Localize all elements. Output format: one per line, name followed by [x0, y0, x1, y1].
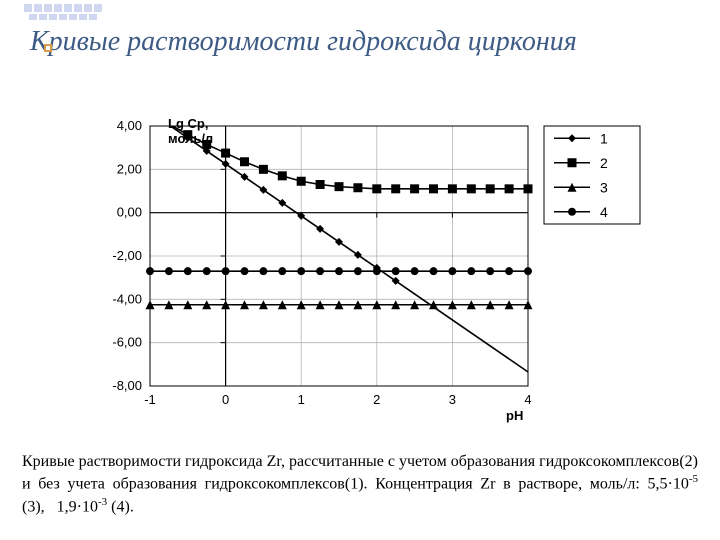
svg-text:pH: pH — [506, 408, 523, 423]
chart-svg: -1 0 1 2 3 4 -8,00 -6,00 -4,00 -2,00 0,00 2,00 4,00 p… — [88, 112, 644, 432]
svg-text:-4,00: -4,00 — [112, 291, 142, 306]
svg-text:2,00: 2,00 — [117, 161, 142, 176]
svg-text:0,00: 0,00 — [117, 205, 142, 220]
svg-text:-8,00: -8,00 — [112, 378, 142, 393]
svg-text:3: 3 — [449, 392, 456, 407]
svg-text:2: 2 — [600, 155, 608, 171]
svg-text:4: 4 — [600, 204, 608, 220]
svg-text:2: 2 — [373, 392, 380, 407]
svg-text:0: 0 — [222, 392, 229, 407]
svg-text:4: 4 — [524, 392, 531, 407]
solubility-chart: -1 0 1 2 3 4 -8,00 -6,00 -4,00 -2,00 0,00 2,00 4,00 p… — [88, 112, 644, 432]
svg-text:3: 3 — [600, 179, 608, 195]
svg-text:4,00: 4,00 — [117, 118, 142, 133]
top-decor-squares — [0, 0, 720, 20]
svg-text:1: 1 — [600, 130, 608, 146]
svg-text:-2,00: -2,00 — [112, 248, 142, 263]
svg-text:1: 1 — [298, 392, 305, 407]
title-text: Кривые растворимости гидроксида циркония — [30, 26, 577, 57]
caption-text: Кривые растворимости гидроксида Zr, расс… — [22, 451, 698, 518]
bullet-icon — [44, 44, 52, 52]
svg-text:-6,00: -6,00 — [112, 335, 142, 350]
slide-title: Кривые растворимости гидроксида циркония — [30, 26, 690, 58]
slide: Кривые растворимости гидроксида циркония… — [0, 0, 720, 540]
svg-text:-1: -1 — [144, 392, 156, 407]
